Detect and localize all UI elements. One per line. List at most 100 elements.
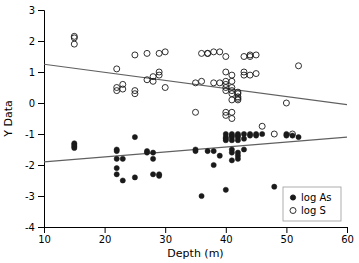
point <box>229 97 235 103</box>
tick: 60 <box>341 227 354 245</box>
point <box>199 78 205 84</box>
point <box>229 109 235 115</box>
tick-label: -3 <box>25 191 35 202</box>
point <box>229 150 234 155</box>
point <box>199 193 204 198</box>
point <box>229 138 234 143</box>
point <box>205 50 211 56</box>
tick: 2 <box>29 36 44 47</box>
point <box>241 136 246 141</box>
point <box>132 135 137 140</box>
point <box>289 131 295 137</box>
point <box>247 72 253 78</box>
point <box>150 156 155 161</box>
point <box>211 49 217 55</box>
point <box>260 131 265 136</box>
point <box>162 49 168 55</box>
point <box>223 138 228 143</box>
point <box>193 109 199 115</box>
point <box>71 41 77 47</box>
point <box>241 147 246 152</box>
point <box>217 49 223 55</box>
point <box>120 156 125 161</box>
tick-mark <box>38 134 44 135</box>
point <box>247 133 252 138</box>
point <box>150 74 156 80</box>
point <box>223 54 229 60</box>
point <box>199 50 205 56</box>
tick-label: 0 <box>29 98 35 109</box>
point <box>271 131 277 137</box>
chart: 102030405060-4-3-2-10123log Aslog SDepth… <box>0 0 359 263</box>
point <box>253 52 259 58</box>
point <box>223 187 228 192</box>
point <box>71 33 77 39</box>
point <box>217 153 222 158</box>
point <box>229 85 235 91</box>
point <box>254 133 259 138</box>
axis-line <box>38 11 45 228</box>
tick-label: 20 <box>99 234 112 245</box>
point <box>150 172 155 177</box>
point <box>120 81 126 87</box>
point <box>162 85 168 91</box>
point <box>241 54 247 60</box>
point <box>229 72 235 78</box>
tick-mark <box>105 227 106 233</box>
point <box>235 156 240 161</box>
point <box>272 184 277 189</box>
point <box>235 89 241 95</box>
point <box>296 135 301 140</box>
tick-label: -1 <box>25 129 35 140</box>
tick-mark <box>38 10 44 11</box>
x-axis: 102030405060 <box>38 227 354 245</box>
point <box>144 77 150 83</box>
legend-label: log S <box>301 205 326 216</box>
legend-symbol <box>290 195 295 200</box>
point <box>223 78 229 84</box>
point <box>114 172 119 177</box>
tick-label: 3 <box>29 5 35 16</box>
x-axis-title: Depth (m) <box>167 247 223 260</box>
tick-mark <box>38 227 44 228</box>
point <box>72 145 77 150</box>
point <box>229 158 234 163</box>
point <box>247 52 253 58</box>
tick-mark <box>38 41 44 42</box>
point <box>223 69 229 75</box>
point <box>296 63 302 69</box>
tick: -2 <box>25 160 44 171</box>
tick-label: 50 <box>281 234 294 245</box>
tick: 30 <box>159 227 172 245</box>
point <box>217 80 223 86</box>
point <box>211 80 217 86</box>
tick: 20 <box>99 227 112 245</box>
point <box>205 50 211 56</box>
point <box>132 88 138 94</box>
point <box>132 52 138 58</box>
tick-label: -2 <box>25 160 35 171</box>
point <box>144 150 149 155</box>
point <box>114 66 120 72</box>
tick: 50 <box>281 227 294 245</box>
series <box>72 131 301 198</box>
tick: 1 <box>29 67 44 78</box>
tick-label: 40 <box>220 234 233 245</box>
tick-label: 1 <box>29 67 35 78</box>
legend: log Aslog S <box>283 187 341 221</box>
tick-mark <box>38 196 44 197</box>
series <box>71 33 301 137</box>
point <box>156 50 162 56</box>
point <box>211 148 216 153</box>
point <box>114 85 120 91</box>
legend-box <box>283 187 341 221</box>
point <box>223 112 229 118</box>
point <box>193 148 198 153</box>
point <box>114 166 119 171</box>
tick: 0 <box>29 98 44 109</box>
y-axis-title: Y Data <box>2 100 15 137</box>
tick-mark <box>38 165 44 166</box>
tick-label: 30 <box>159 234 172 245</box>
point <box>114 148 119 153</box>
legend-symbol <box>290 208 296 214</box>
